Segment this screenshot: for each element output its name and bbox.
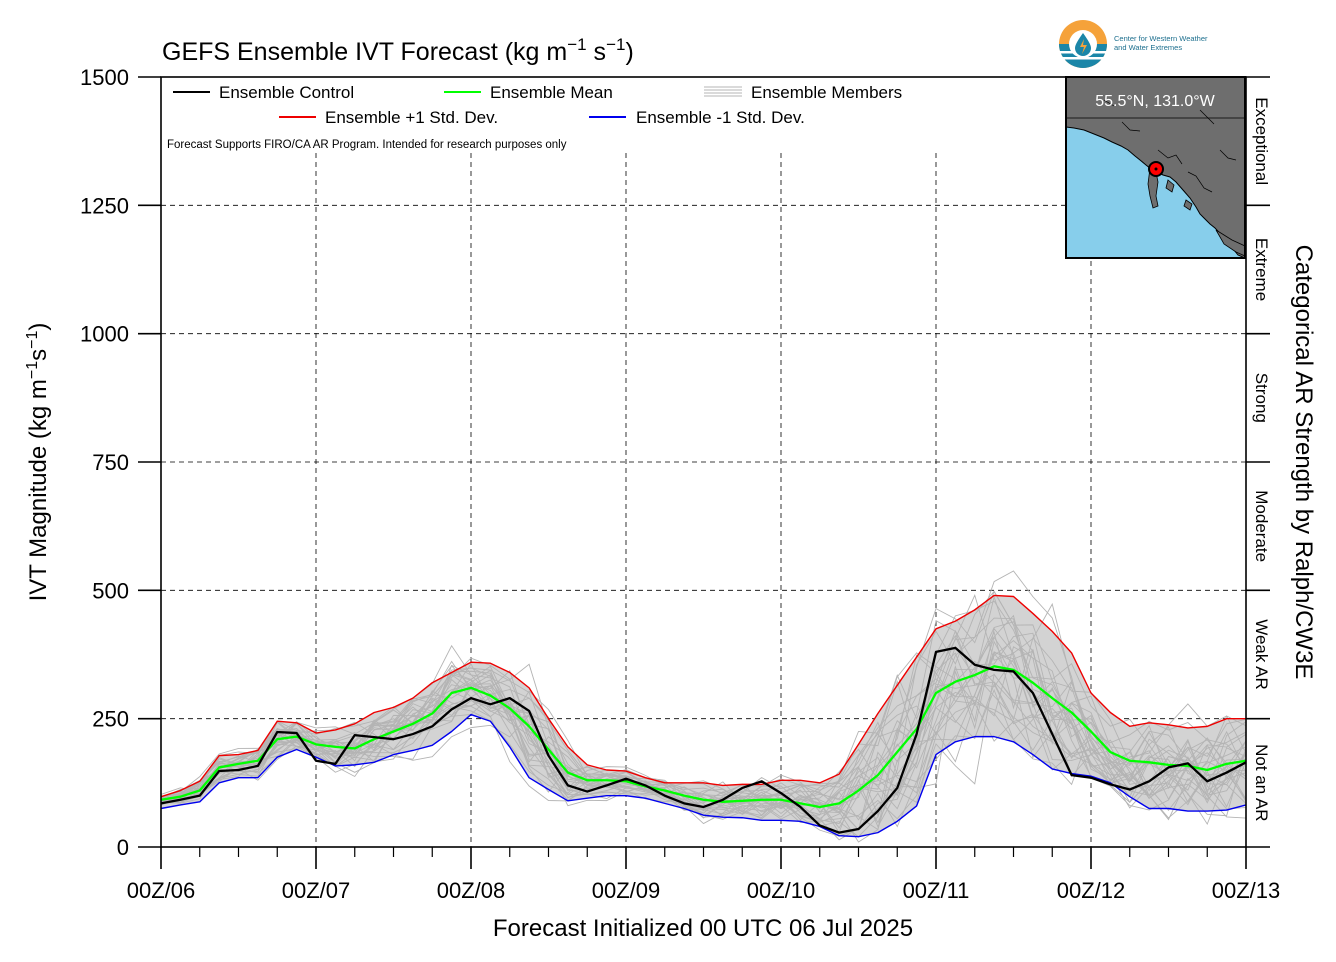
ensemble-member-line: [160, 631, 1247, 831]
y-axis-label: IVT Magnitude (kg m−1s−1): [24, 323, 52, 602]
x-tick-label: 00Z/12: [1057, 878, 1126, 903]
y-tick-label: 1250: [80, 193, 129, 218]
y-tick-label: 1500: [80, 65, 129, 90]
x-tick-label: 00Z/11: [903, 878, 970, 903]
series-lines: [160, 594, 1247, 838]
mean-line: [160, 665, 1247, 809]
y-tick-label: 0: [117, 835, 129, 860]
minus-std-line: [160, 713, 1247, 838]
cw3e-logo: Center for Western Weather and Water Ext…: [1059, 20, 1208, 68]
ar-category-axis: Not an AR Weak AR Moderate Strong Extreme Exc…: [1246, 76, 1271, 848]
location-inset-map: 55.5°N, 131.0°W: [1065, 76, 1246, 259]
legend-label-mean: Ensemble Mean: [490, 83, 613, 102]
ensemble-member-line: [160, 670, 1247, 810]
x-tick-label: 00Z/09: [592, 878, 661, 903]
y-tick-label: 1000: [80, 322, 129, 347]
chart-title: GEFS Ensemble IVT Forecast (kg m−1 s−1): [162, 35, 634, 66]
x-axis: 00Z/06 00Z/07 00Z/08 00Z/09 00Z/10 00Z/11 00Z/…: [127, 847, 1281, 903]
legend-swatch-members: [704, 86, 742, 97]
ensemble-member-line: [160, 636, 1247, 841]
logo-text-line1: Center for Western Weather: [1114, 34, 1208, 43]
research-note: Forecast Supports FIRO/CA AR Program. In…: [167, 139, 567, 151]
legend-label-members: Ensemble Members: [751, 83, 902, 102]
legend-label-plus-std: Ensemble +1 Std. Dev.: [325, 108, 498, 127]
legend-label-minus-std: Ensemble -1 Std. Dev.: [636, 108, 805, 127]
x-tick-label: 00Z/13: [1212, 878, 1281, 903]
category-label: Strong: [1252, 373, 1271, 423]
inset-location-label: 55.5°N, 131.0°W: [1095, 93, 1215, 110]
category-label: Moderate: [1252, 490, 1271, 562]
y-axis: 0 250 500 750 1000 1250 1500: [80, 65, 161, 860]
logo-text-line2: and Water Extremes: [1114, 43, 1182, 52]
x-tick-label: 00Z/08: [437, 878, 506, 903]
category-label: Exceptional: [1252, 97, 1271, 185]
grid-lines: [161, 153, 1246, 847]
std-dev-band: [161, 595, 1246, 837]
ensemble-member-line: [160, 657, 1247, 819]
control-line: [160, 646, 1247, 834]
std-dev-band-fill: [161, 595, 1246, 837]
category-label: Weak AR: [1252, 619, 1271, 690]
x-tick-label: 00Z/06: [127, 878, 196, 903]
category-label: Extreme: [1252, 238, 1271, 301]
y-tick-label: 750: [92, 450, 129, 475]
x-axis-label: Forecast Initialized 00 UTC 06 Jul 2025: [493, 915, 913, 942]
y-tick-label: 500: [92, 578, 129, 603]
x-tick-label: 00Z/10: [747, 878, 816, 903]
plus-std-line: [160, 594, 1246, 798]
ensemble-member-line: [160, 646, 1247, 814]
ensemble-member-line: [160, 593, 1247, 843]
inset-islands: [1147, 167, 1245, 257]
legend: Ensemble Control Ensemble Mean Ensemble …: [173, 83, 902, 127]
category-label: Not an AR: [1252, 744, 1271, 822]
x-tick-label: 00Z/07: [282, 878, 351, 903]
inset-frame: [1065, 76, 1246, 259]
right-axis-label: Categorical AR Strength by Ralph/CW3E: [1290, 245, 1317, 680]
legend-label-control: Ensemble Control: [219, 83, 354, 102]
y-tick-label: 250: [92, 707, 129, 732]
